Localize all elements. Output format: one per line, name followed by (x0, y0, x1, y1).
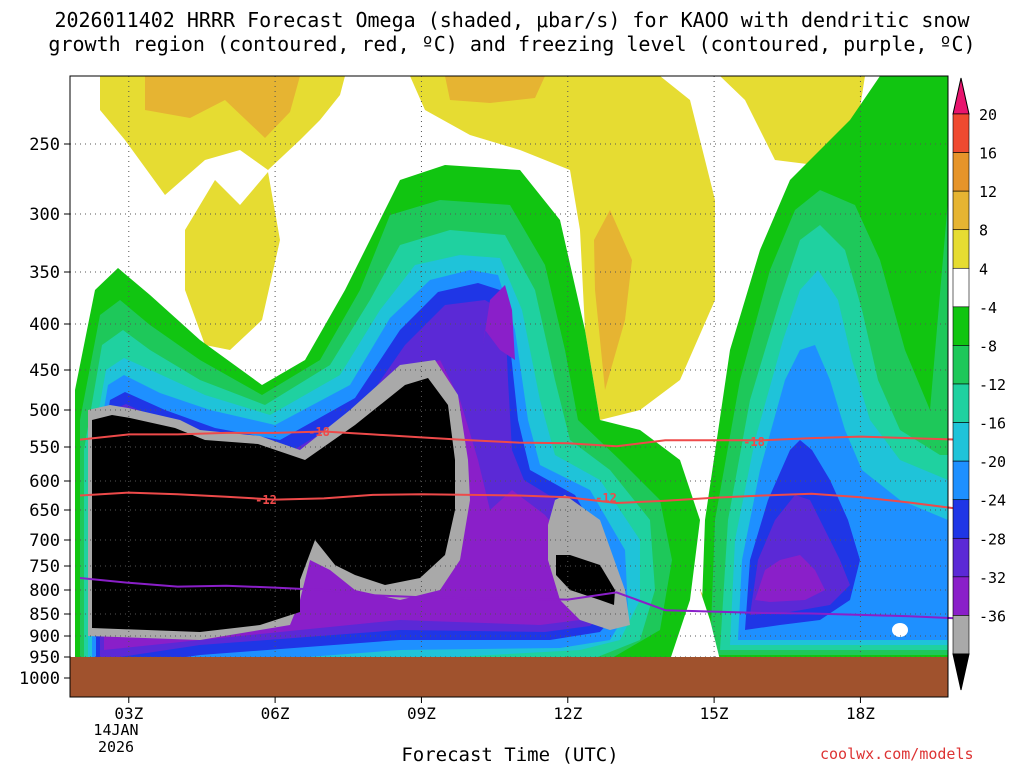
y-tick-label-400: 400 (29, 315, 60, 335)
colorbar-segment-3 (952, 229, 970, 269)
colorbar-bottom-triangle (952, 653, 970, 691)
colorbar-segment-0 (952, 113, 970, 153)
colorbar-label--32: -32 (979, 569, 1006, 587)
colorbar-label-16: 16 (979, 145, 997, 163)
colorbar-segment-1 (952, 152, 970, 192)
y-tick-label-1000: 1000 (19, 669, 60, 689)
contour-line-0 (79, 577, 959, 620)
colorbar-label--12: -12 (979, 376, 1006, 394)
shade-positive-4-upper-left (185, 172, 280, 350)
y-tick-label-750: 750 (29, 557, 60, 577)
credit-link[interactable]: coolwx.com/models (820, 745, 974, 763)
x-tick-label-18Z: 18Z (846, 704, 875, 723)
date-label-year: 2026 (97, 738, 135, 756)
colorbar-segment-12 (952, 576, 970, 616)
shade-white-gap-low (680, 590, 720, 660)
colorbar-label--20: -20 (979, 453, 1006, 471)
shade-positive-4-top-center (410, 76, 715, 420)
ground-below-surface (70, 657, 948, 697)
colorbar-segment-6 (952, 345, 970, 385)
contour-label-minus18-a: -18 (308, 425, 330, 439)
colorbar-segment-2 (952, 190, 970, 231)
colorbar-label-8: 8 (979, 222, 988, 240)
colorbar-label--8: -8 (979, 337, 997, 355)
date-label: 14JAN 2026 (86, 722, 146, 756)
colorbar-label-4: 4 (979, 260, 988, 278)
date-label-day: 14JAN (93, 721, 139, 739)
y-tick-label-250: 250 (29, 135, 60, 155)
colorbar-label--28: -28 (979, 530, 1006, 548)
title-line-1: 2026011402 HRRR Forecast Omega (shaded, … (54, 8, 970, 32)
colorbar-segment-10 (952, 499, 970, 539)
x-tick-label-15Z: 15Z (700, 704, 729, 723)
shade-positive-8-top-center (445, 76, 545, 103)
shade-positive-8-center (594, 210, 632, 390)
shade-negative-32-right (755, 555, 825, 602)
x-tick-label-03Z: 03Z (114, 704, 143, 723)
colorbar-label--4: -4 (979, 299, 997, 317)
contour-label-minus12-a: -12 (255, 493, 277, 507)
shade-white-patch-right (892, 623, 908, 637)
x-axis: 03Z 06Z 09Z 12Z 15Z 18Z (114, 697, 875, 723)
contour-line--12 (79, 491, 959, 510)
x-axis-label: Forecast Time (UTC) (401, 744, 619, 766)
colorbar-top-triangle (952, 77, 970, 115)
x-tick-label-12Z: 12Z (553, 704, 582, 723)
colorbar-segment-8 (952, 422, 970, 462)
chart-title: 2026011402 HRRR Forecast Omega (shaded, … (0, 8, 1024, 56)
y-tick-label-350: 350 (29, 263, 60, 283)
shade-positive-8-left (145, 76, 300, 138)
y-tick-label-700: 700 (29, 531, 60, 551)
y-tick-label-950: 950 (29, 648, 60, 668)
colorbar-segment-5 (952, 306, 970, 346)
contour-labels: -18 -12 -18 -12 (255, 425, 765, 507)
y-tick-label-650: 650 (29, 501, 60, 521)
x-tick-label-09Z: 09Z (407, 704, 436, 723)
colorbar-segment-11 (952, 537, 970, 578)
colorbar-segment-7 (952, 383, 970, 423)
title-line-2: growth region (contoured, red, ºC) and f… (48, 32, 976, 56)
colorbar-label--36: -36 (979, 607, 1006, 625)
contour-label-minus12-b: -12 (595, 491, 617, 505)
temperature-contours (79, 430, 959, 620)
colorbar-label--24: -24 (979, 492, 1006, 510)
y-tick-label-300: 300 (29, 205, 60, 225)
y-tick-label-900: 900 (29, 627, 60, 647)
colorbar-segment-13 (952, 615, 970, 655)
contour-line--18 (79, 430, 959, 448)
shade-negative-32-upper (483, 285, 515, 360)
y-tick-label-450: 450 (29, 361, 60, 381)
colorbar-label-12: 12 (979, 183, 997, 201)
shade-black-center (556, 555, 615, 605)
y-tick-label-600: 600 (29, 472, 60, 492)
y-tick-label-500: 500 (29, 401, 60, 421)
colorbar-label--16: -16 (979, 415, 1006, 433)
y-tick-label-850: 850 (29, 605, 60, 625)
grid-lines (70, 76, 948, 697)
y-axis: 2503003504004505005506006507007508008509… (19, 135, 70, 689)
x-tick-label-06Z: 06Z (261, 704, 290, 723)
colorbar-segment-9 (952, 460, 970, 501)
contour-label-minus18-b: -18 (743, 435, 765, 449)
colorbar-label-20: 20 (979, 106, 997, 124)
shade-black-left (92, 378, 455, 632)
omega-shading (75, 76, 948, 697)
y-tick-label-800: 800 (29, 581, 60, 601)
y-tick-label-550: 550 (29, 438, 60, 458)
plot-frame (69, 75, 949, 698)
colorbar: 20 16 12 8 4 -4 -8 -12 -16 -20 -24 -28 -32 -36 (952, 77, 1006, 691)
colorbar-segment-4 (952, 267, 970, 308)
